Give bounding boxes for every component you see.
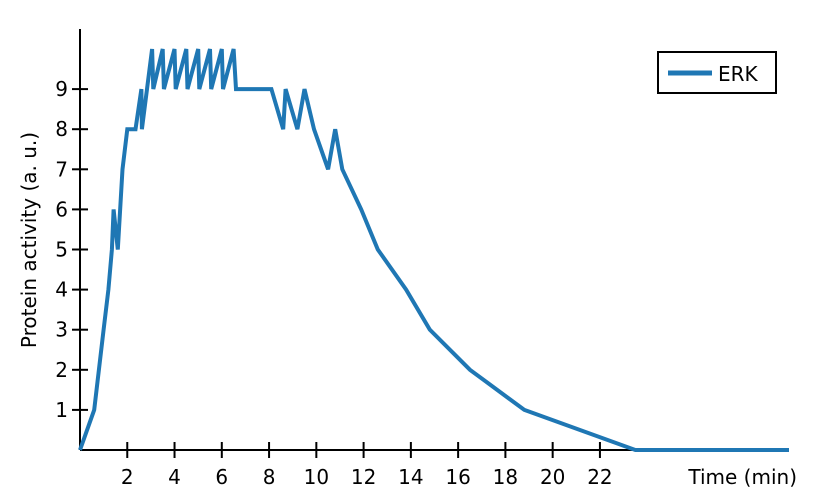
x-tick-label: 16 (445, 465, 470, 489)
x-tick-label: 8 (263, 465, 276, 489)
x-ticks: 2 4 6 8 10 12 14 16 18 20 22 (121, 442, 613, 489)
y-tick-label: 6 (55, 197, 68, 221)
y-ticks: 1 2 3 4 5 6 7 8 9 (55, 77, 88, 422)
x-tick-label: 2 (121, 465, 134, 489)
x-tick-label: 20 (540, 465, 565, 489)
y-tick-label: 4 (55, 278, 68, 302)
legend-label-erk: ERK (718, 62, 759, 86)
x-tick-label: 12 (351, 465, 376, 489)
y-tick-label: 1 (55, 398, 68, 422)
y-tick-label: 5 (55, 238, 68, 262)
y-tick-label: 3 (55, 318, 68, 342)
y-tick-label: 7 (55, 157, 68, 181)
legend-box (657, 51, 777, 94)
series-line-erk (78, 48, 789, 452)
x-tick-label: 10 (304, 465, 329, 489)
y-axis-label: Protein activity (a. u.) (17, 132, 41, 348)
x-tick-label: 14 (398, 465, 423, 489)
y-tick-label: 8 (55, 117, 68, 141)
y-tick-label: 9 (55, 77, 68, 101)
x-tick-label: 6 (215, 465, 228, 489)
series-layer (78, 48, 789, 452)
legend: ERK (657, 51, 777, 94)
x-tick-label: 22 (587, 465, 612, 489)
x-axis-label: Time (min) (687, 465, 797, 489)
x-tick-label: 18 (493, 465, 518, 489)
y-tick-label: 2 (55, 358, 68, 382)
x-tick-label: 4 (168, 465, 181, 489)
